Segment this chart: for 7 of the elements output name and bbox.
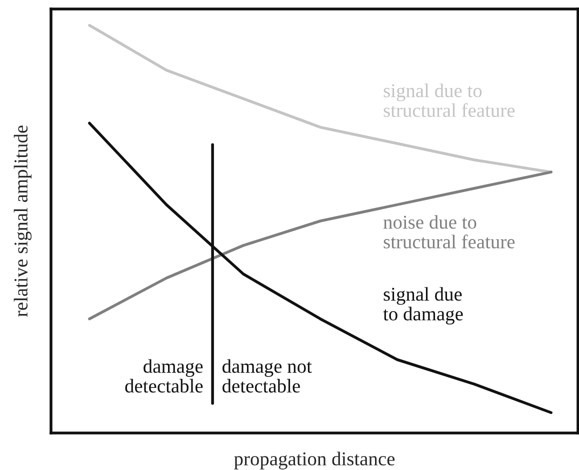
annotation: damage not detectable [222, 359, 312, 393]
series-label: signal due to damage [383, 287, 463, 324]
y-axis-title: relative signal amplitude [14, 126, 32, 317]
series-label: signal due to structural feature [384, 84, 515, 118]
series-label: noise due to structural feature [383, 215, 515, 248]
annotation: damage detectable [125, 359, 203, 393]
x-axis-title: propagation distance [234, 452, 395, 470]
